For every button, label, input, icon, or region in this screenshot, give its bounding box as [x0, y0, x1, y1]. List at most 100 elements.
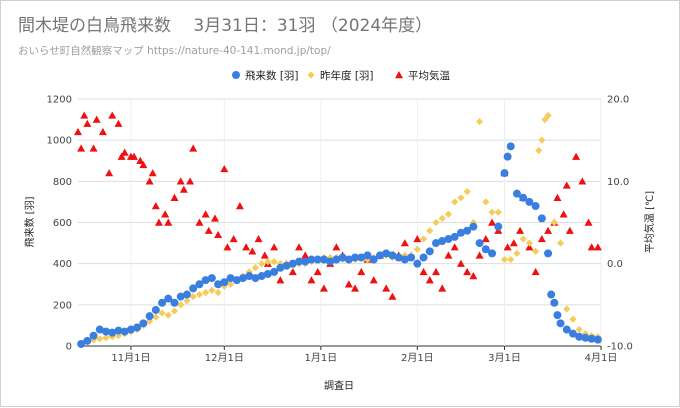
- temperature-point: [74, 127, 82, 136]
- temperature-point: [229, 234, 238, 243]
- count-point: [313, 255, 322, 264]
- legend-item-count[interactable]: 飛来数 [羽]: [232, 69, 299, 82]
- count-point: [77, 339, 86, 348]
- count-point: [189, 284, 198, 293]
- legend-item-temperature[interactable]: 平均気温: [395, 69, 450, 82]
- temperature-point: [223, 243, 232, 251]
- y-tick-label: 1000: [47, 136, 72, 147]
- last-year-point: [541, 115, 549, 124]
- temperature-point: [481, 234, 490, 243]
- last-year-point: [575, 325, 583, 334]
- temperature-point: [351, 284, 360, 292]
- temperature-point: [488, 218, 497, 226]
- y2-tick-label: 10.0: [607, 177, 629, 188]
- count-point: [207, 274, 216, 283]
- count-point: [201, 276, 210, 285]
- temperature-point: [357, 267, 366, 276]
- last-year-point: [270, 258, 278, 266]
- count-point: [170, 298, 179, 307]
- last-year-point: [108, 333, 116, 341]
- temperature-point: [593, 243, 602, 251]
- count-point: [108, 328, 117, 337]
- temperature-point: [201, 210, 210, 218]
- temperature-point: [475, 251, 484, 259]
- count-point: [145, 312, 154, 321]
- last-year-point: [189, 293, 197, 301]
- temperature-point: [562, 181, 571, 189]
- temperature-point: [565, 226, 574, 234]
- count-point: [369, 255, 378, 264]
- last-year-point: [535, 146, 543, 155]
- y-tick-label: 1200: [47, 95, 72, 106]
- temperature-point: [161, 210, 170, 218]
- temperature-point: [83, 119, 92, 127]
- last-year-point: [569, 315, 577, 323]
- count-point: [407, 253, 416, 262]
- last-year-point: [258, 260, 266, 268]
- legend-marker: [395, 71, 403, 79]
- y2-tick-label: 20.0: [607, 95, 629, 106]
- temperature-point: [469, 272, 478, 280]
- temperature-point: [108, 111, 117, 119]
- temperature-point: [301, 251, 310, 259]
- count-point: [425, 247, 434, 256]
- count-point: [357, 253, 366, 262]
- last-year-point: [158, 309, 166, 317]
- legend-label: 昨年度 [羽]: [320, 69, 374, 82]
- y-tick-label: 600: [53, 218, 72, 229]
- legend-label: 平均気温: [408, 69, 450, 82]
- last-year-point: [544, 111, 552, 120]
- temperature-point: [235, 202, 244, 210]
- count-point: [326, 257, 335, 266]
- chart-title: 間木堤の白鳥飛来数 3月31日：31羽 （2024年度）: [18, 16, 433, 36]
- count-point: [537, 214, 546, 223]
- count-point: [351, 253, 360, 262]
- temperature-point: [425, 276, 434, 284]
- last-year-point: [202, 288, 210, 297]
- y-axis-title: 飛来数 [羽]: [23, 196, 36, 247]
- temperature-point: [332, 243, 341, 251]
- temperature-point: [80, 111, 89, 119]
- temperature-point: [572, 152, 581, 160]
- count-point: [500, 169, 509, 178]
- temperature-point: [344, 280, 353, 288]
- count-point: [282, 261, 291, 270]
- temperature-point: [438, 284, 447, 292]
- temperature-point: [164, 218, 173, 226]
- temperature-point: [89, 144, 98, 152]
- legend-item-last-year[interactable]: 昨年度 [羽]: [307, 69, 374, 82]
- count-point: [575, 332, 584, 341]
- last-year-point: [475, 118, 484, 126]
- last-year-point: [463, 188, 471, 196]
- temperature-point: [130, 152, 139, 160]
- legend-marker: [307, 71, 315, 79]
- count-point: [444, 234, 453, 243]
- chart-subtitle-link[interactable]: おいらせ町自然観察マップ https://nature-40-141.mond.…: [18, 45, 331, 57]
- chart-legend: 飛来数 [羽] 昨年度 [羽] 平均気温: [232, 69, 450, 82]
- count-point: [382, 249, 391, 258]
- count-point: [512, 189, 521, 198]
- temperature-point: [270, 243, 279, 251]
- count-point: [120, 327, 129, 336]
- temperature-point: [382, 284, 391, 292]
- count-point: [562, 325, 571, 334]
- count-point: [232, 276, 241, 285]
- temperature-point: [105, 169, 114, 177]
- temperature-point: [195, 218, 204, 226]
- last-year-point: [525, 239, 533, 247]
- temperature-point: [220, 164, 229, 173]
- count-point: [525, 197, 534, 206]
- last-year-point: [444, 210, 453, 218]
- last-year-point: [500, 255, 509, 264]
- count-point: [257, 272, 266, 281]
- x-tick-label: 2月1日: [401, 352, 434, 364]
- y-tick-label: 800: [53, 177, 72, 188]
- count-point: [270, 267, 279, 276]
- count-point: [344, 255, 353, 264]
- last-year-point: [152, 313, 160, 321]
- temperature-point: [210, 214, 219, 222]
- temperature-point: [516, 226, 525, 234]
- last-year-point: [96, 335, 104, 343]
- temperature-point: [525, 243, 534, 251]
- temperature-point: [154, 218, 163, 226]
